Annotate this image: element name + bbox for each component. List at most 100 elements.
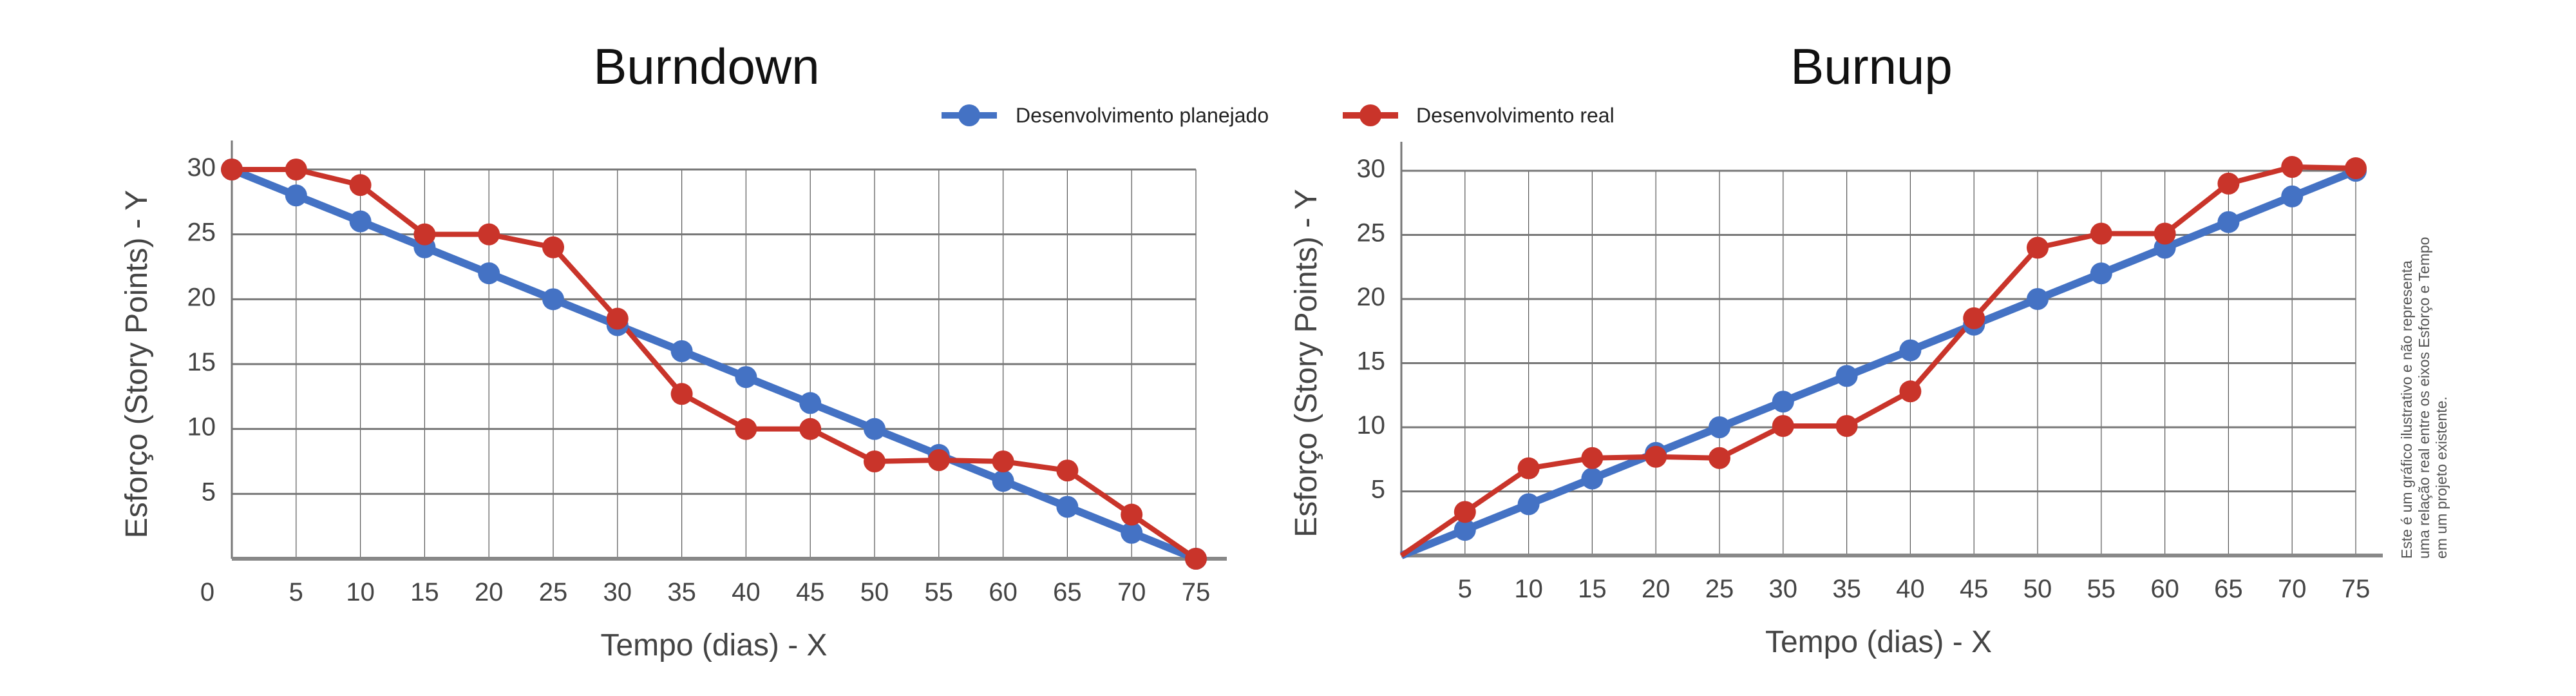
- data-point-planned: [285, 184, 307, 207]
- series-line-planned: [1399, 167, 2358, 559]
- x-tick-label: 45: [796, 578, 825, 606]
- data-point-planned: [1772, 391, 1794, 413]
- data-point-planned: [670, 340, 693, 362]
- data-point-real: [2090, 222, 2112, 245]
- series-line-planned: [230, 166, 1198, 563]
- data-point-planned: [1899, 339, 1922, 362]
- x-axis-title: Tempo (dias) - X: [600, 628, 827, 662]
- data-point-planned: [2217, 211, 2240, 233]
- x-tick-label: 30: [1769, 575, 1798, 603]
- data-point-real: [2281, 156, 2304, 179]
- legend-planned-marker: [958, 104, 980, 126]
- chart-burndown: Burndown 5 10 15 20 25 30 0 5 10 15 20 25 30 35 40 45 50 5…: [120, 38, 1227, 662]
- x-tick-label: 15: [410, 578, 439, 606]
- data-point-real: [2154, 222, 2176, 245]
- data-point-planned: [478, 262, 500, 285]
- data-point-real: [2217, 172, 2240, 195]
- series-line-real: [232, 167, 1198, 561]
- data-point-planned: [2281, 185, 2304, 208]
- data-point-planned: [2090, 262, 2112, 285]
- data-point-real: [864, 450, 886, 472]
- chart-title: Burndown: [593, 38, 819, 95]
- data-point-planned: [992, 470, 1014, 492]
- data-point-real: [221, 159, 243, 180]
- data-point-planned: [1056, 496, 1079, 518]
- y-tick-label: 25: [187, 218, 216, 247]
- y-tick-label: 5: [1371, 476, 1385, 504]
- x-tick-label: 70: [1117, 578, 1146, 606]
- y-axis-title: Esforço (Story Points) - Y: [1289, 189, 1323, 537]
- data-point-real: [413, 223, 436, 246]
- data-point-real: [606, 307, 629, 330]
- y-tick-label: 5: [202, 478, 216, 506]
- x-tick-label: 10: [1514, 575, 1543, 603]
- x-tick-label: 5: [289, 578, 303, 606]
- data-point-real: [1963, 307, 1985, 329]
- legend-real-label: Desenvolvimento real: [1416, 104, 1615, 127]
- origin-tick-label: 0: [200, 578, 214, 606]
- y-tick-label: 20: [1357, 283, 1386, 311]
- y-tick-label: 20: [187, 283, 216, 311]
- x-tick-label: 35: [667, 578, 696, 606]
- x-tick-label: 55: [925, 578, 954, 606]
- x-tick-label: 25: [539, 578, 568, 606]
- y-tick-label: 25: [1357, 219, 1386, 247]
- y-tick-label: 15: [1357, 347, 1386, 376]
- y-tick-label: 10: [1357, 411, 1386, 440]
- x-tick-label: 50: [2023, 575, 2052, 603]
- data-point-real: [2345, 157, 2367, 180]
- data-point-real: [285, 159, 307, 180]
- data-point-planned: [864, 418, 886, 440]
- x-tick-label: 45: [1960, 575, 1989, 603]
- data-point-real: [1772, 415, 1794, 438]
- x-tick-label: 20: [1642, 575, 1671, 603]
- data-point-planned: [349, 210, 372, 233]
- x-tick-label: 60: [989, 578, 1018, 606]
- data-point-real: [349, 174, 372, 197]
- x-tick-label: 40: [732, 578, 761, 606]
- data-point-real: [927, 449, 950, 471]
- data-point-planned: [1581, 467, 1604, 490]
- data-point-planned: [1835, 365, 1858, 387]
- data-point-real: [799, 418, 822, 440]
- y-tick-label: 30: [187, 153, 216, 182]
- data-point-real: [1185, 548, 1207, 570]
- data-point-real: [478, 223, 500, 246]
- y-tick-label: 10: [187, 413, 216, 441]
- legend-planned-label: Desenvolvimento planejado: [1016, 104, 1269, 127]
- x-tick-label: 25: [1705, 575, 1734, 603]
- x-tick-label: 70: [2278, 575, 2307, 603]
- disclaimer-note: Este é um gráfico ilustrativo e não repr…: [2398, 233, 2450, 559]
- chart-burnup: Burnup 5 10 15 20 25 30 5 10 15 20 25 30 35 40 45 50 55 60…: [1289, 38, 2383, 659]
- data-point-planned: [542, 288, 564, 311]
- data-point-planned: [1121, 521, 1143, 544]
- x-tick-label: 75: [1182, 578, 1211, 606]
- data-point-planned: [1517, 493, 1540, 516]
- y-axis-title: Esforço (Story Points) - Y: [120, 190, 154, 539]
- legend-real-marker: [1359, 104, 1381, 126]
- y-tick-label: 15: [187, 348, 216, 376]
- x-tick-label: 65: [2214, 575, 2243, 603]
- data-point-real: [670, 383, 693, 405]
- data-point-real: [1645, 445, 1667, 468]
- x-tick-label: 60: [2150, 575, 2179, 603]
- note-line-1: Este é um gráfico ilustrativo e não repr…: [2398, 260, 2415, 559]
- note-line-3: em um projeto existente.: [2433, 396, 2450, 559]
- x-tick-label: 10: [346, 578, 375, 606]
- data-point-real: [1056, 459, 1079, 482]
- x-tick-label: 15: [1578, 575, 1607, 603]
- data-point-real: [992, 450, 1014, 472]
- data-point-planned: [735, 366, 757, 389]
- data-point-real: [1454, 501, 1476, 523]
- y-tick-label: 30: [1357, 155, 1386, 183]
- data-point-real: [542, 236, 564, 258]
- x-tick-label: 50: [860, 578, 889, 606]
- data-point-planned: [799, 392, 822, 414]
- x-tick-label: 75: [2342, 575, 2371, 603]
- note-line-2: uma relação real entre os eixos Esforço …: [2416, 237, 2432, 559]
- x-tick-label: 40: [1896, 575, 1925, 603]
- x-axis-title: Tempo (dias) - X: [1765, 625, 1992, 659]
- x-tick-label: 30: [603, 578, 632, 606]
- x-tick-label: 65: [1053, 578, 1082, 606]
